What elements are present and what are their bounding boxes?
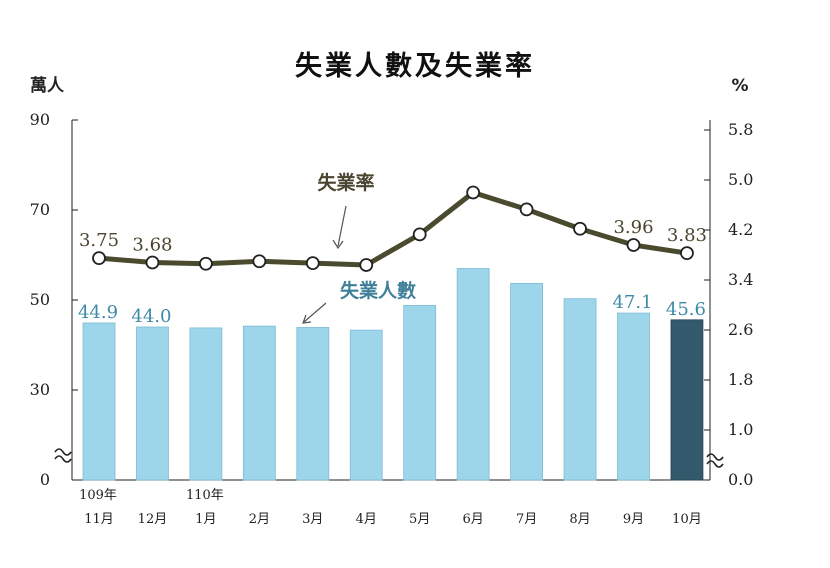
rate-point <box>466 185 481 200</box>
x-month-label: 8月 <box>569 512 590 527</box>
right-tick-label: 5.8 <box>728 120 753 139</box>
x-month-label: 1月 <box>195 512 216 527</box>
rate-point <box>252 254 267 269</box>
rate-label-arrow <box>337 205 347 247</box>
rate-point <box>573 221 587 236</box>
rate-point <box>626 238 641 252</box>
right-tick-label: 3.4 <box>728 270 753 289</box>
right-axis-break-stroke <box>706 453 724 461</box>
rate-point <box>680 246 694 261</box>
bar-data-label: 47.1 <box>612 292 652 313</box>
left-tick-label: 70 <box>30 200 50 219</box>
bar <box>296 327 330 481</box>
rate-point <box>198 256 213 271</box>
bar-data-label: 45.6 <box>666 299 706 320</box>
rate-data-label: 3.75 <box>79 230 119 251</box>
rate-point <box>305 256 320 271</box>
right-tick-label: 5.0 <box>728 170 753 189</box>
chart-title: 失業人數及失業率 <box>295 50 535 82</box>
rate-point <box>92 251 106 266</box>
right-tick-label: 1.8 <box>728 370 753 389</box>
count-label-arrowhead <box>302 314 312 324</box>
right-tick-label: 0.0 <box>728 470 753 489</box>
bar <box>617 312 650 481</box>
right-axis-break <box>706 453 724 468</box>
count-label-arrow <box>303 302 327 323</box>
rate-label-arrowhead <box>332 239 344 250</box>
right-unit-label: % <box>731 76 748 96</box>
bar <box>82 322 116 481</box>
rate-point <box>412 227 427 242</box>
left-axis-break-stroke <box>54 455 72 463</box>
left-tick-label: 90 <box>30 110 50 129</box>
x-month-label: 7月 <box>516 512 537 527</box>
left-unit-label: 萬人 <box>30 75 65 96</box>
x-month-label: 9月 <box>623 512 644 527</box>
right-axis-break-stroke <box>706 460 724 468</box>
x-month-label: 3月 <box>302 512 323 527</box>
x-year-label: 110年 <box>186 488 224 503</box>
x-month-label: 10月 <box>672 512 702 527</box>
rate-data-label: 3.96 <box>613 217 653 238</box>
rate-point <box>519 202 534 217</box>
left-axis-break <box>54 448 72 463</box>
rate-point <box>145 255 160 270</box>
x-month-label: 2月 <box>249 512 270 527</box>
left-tick-label: 50 <box>30 290 50 309</box>
bar-data-label: 44.0 <box>131 306 171 327</box>
bar <box>403 304 437 481</box>
right-tick-label: 4.2 <box>728 220 753 239</box>
right-tick-label: 1.0 <box>728 420 753 439</box>
x-year-label: 109年 <box>79 488 117 503</box>
bar <box>563 298 597 481</box>
x-month-label: 4月 <box>356 512 377 527</box>
bar <box>510 282 544 481</box>
rate-data-label: 3.83 <box>667 225 707 246</box>
bar <box>670 319 704 481</box>
x-month-label: 6月 <box>463 512 484 527</box>
rate-point <box>359 258 374 272</box>
rate-line <box>98 190 688 268</box>
bar <box>136 326 169 481</box>
bar <box>349 329 383 481</box>
left-tick-label: 0 <box>40 470 50 489</box>
right-tick-label: 2.6 <box>728 320 753 339</box>
bar <box>189 327 223 481</box>
rate-data-label: 3.68 <box>132 235 172 256</box>
bar <box>242 325 276 481</box>
bar-data-label: 44.9 <box>78 302 118 323</box>
rate-series-label: 失業率 <box>317 171 374 194</box>
left-axis-break-stroke <box>54 448 72 456</box>
left-tick-label: 30 <box>30 380 50 399</box>
count-series-label: 失業人數 <box>340 279 416 302</box>
x-month-label: 11月 <box>84 512 114 527</box>
x-month-label: 12月 <box>138 512 168 527</box>
bar <box>456 268 490 481</box>
x-month-label: 5月 <box>409 512 430 527</box>
